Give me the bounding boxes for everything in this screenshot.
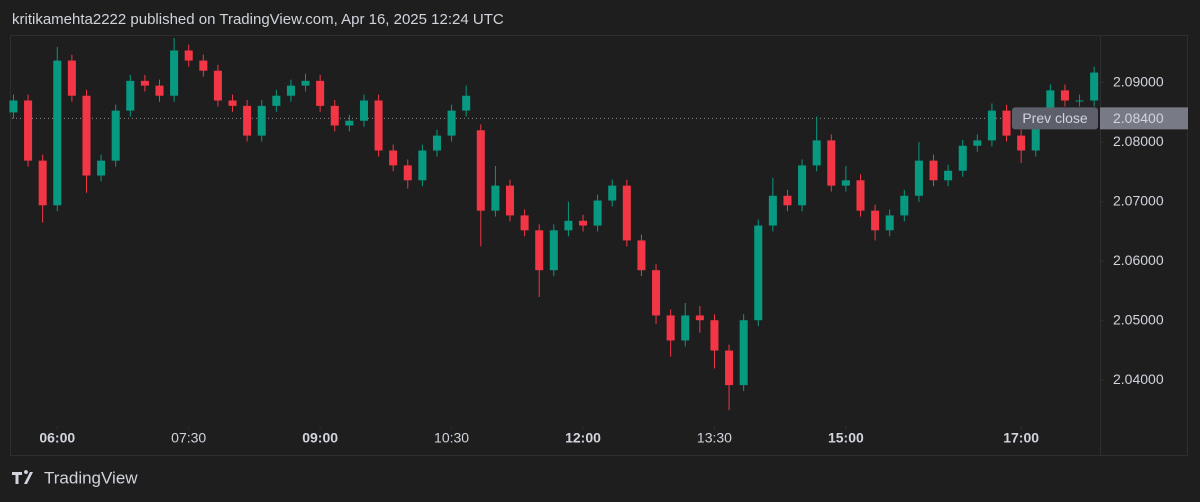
prev-close-badge — [1012, 107, 1098, 130]
candle-body — [622, 185, 631, 241]
x-tick-label: 12:00 — [565, 430, 601, 446]
candle-body — [184, 50, 193, 61]
candle-body — [67, 60, 76, 96]
candle-body — [272, 95, 281, 106]
candle-body — [155, 85, 164, 96]
candle-body — [885, 215, 894, 231]
candle-body — [520, 215, 529, 231]
candle-body — [564, 220, 573, 231]
candle-body — [316, 80, 325, 106]
header: kritikamehta2222 published on TradingVie… — [12, 11, 504, 28]
candle-body — [243, 105, 252, 136]
candle-body — [666, 315, 675, 341]
y-tick-label: 2.08000 — [1113, 133, 1164, 149]
logo: TradingView — [12, 468, 138, 487]
candle-body — [798, 165, 807, 206]
candle-body — [637, 240, 646, 271]
candle-body — [111, 110, 120, 161]
candle-body — [944, 170, 953, 181]
candle-body — [403, 165, 412, 181]
y-tick-label: 2.09000 — [1113, 73, 1164, 89]
candle-body — [1046, 90, 1055, 116]
y-tick-label: 2.05000 — [1113, 312, 1164, 328]
candle-body — [476, 130, 485, 211]
candle-body — [97, 160, 106, 176]
candle-body — [38, 160, 47, 206]
candle-body — [593, 200, 602, 226]
x-tick-label: 17:00 — [1003, 430, 1039, 446]
candle-body — [286, 85, 295, 96]
y-tick-label: 2.04000 — [1113, 371, 1164, 387]
candle-body — [257, 105, 266, 136]
candle-body — [374, 100, 383, 151]
candle-body — [140, 80, 149, 86]
candle-body — [1060, 90, 1069, 101]
prev-close-value-badge — [1100, 107, 1188, 130]
candle-body — [783, 195, 792, 206]
candle-body — [695, 315, 704, 321]
x-tick-label: 10:30 — [434, 430, 469, 446]
candle-body — [856, 180, 865, 211]
candle-body — [579, 220, 588, 226]
candle-body — [754, 225, 763, 321]
candle-body — [170, 50, 179, 96]
x-tick-label: 13:30 — [697, 430, 732, 446]
candle-body — [812, 140, 821, 166]
candle-body — [330, 105, 339, 126]
x-tick-label: 15:00 — [828, 430, 864, 446]
candle-body — [841, 180, 850, 186]
candle-body — [608, 185, 617, 201]
candle-body — [681, 315, 690, 341]
chart-frame — [10, 35, 1188, 456]
candle-body — [359, 100, 368, 121]
candle-body — [739, 320, 748, 386]
candle-body — [535, 230, 544, 271]
candle-body — [82, 95, 91, 176]
x-tick-label: 07:30 — [171, 430, 206, 446]
y-tick-label: 2.06000 — [1113, 252, 1164, 268]
candle-body — [491, 185, 500, 211]
candle-body — [871, 210, 880, 231]
candle-body — [914, 160, 923, 196]
candle-body — [389, 150, 398, 166]
candle-body — [1017, 135, 1026, 151]
candle-body — [24, 100, 33, 161]
candle-body — [1031, 115, 1040, 151]
prev-close-label: Prev close — [1022, 110, 1088, 126]
y-tick-label: 2.07000 — [1113, 192, 1164, 208]
candle-body — [505, 185, 515, 216]
candle-body — [652, 270, 661, 316]
candle-body — [228, 100, 237, 106]
candle-body — [549, 230, 558, 271]
candle-body — [53, 60, 62, 206]
candle-body — [827, 140, 836, 186]
candle-body — [958, 145, 967, 171]
candle-body — [710, 320, 719, 351]
candle-body — [973, 140, 982, 146]
candle-body — [432, 135, 441, 151]
candle-body — [301, 80, 310, 86]
candle-body — [462, 95, 471, 111]
candle-body — [987, 110, 996, 141]
candle-body — [929, 160, 938, 181]
candle-body — [900, 195, 909, 216]
candle-body — [725, 350, 734, 386]
prev-close-value: 2.08400 — [1113, 110, 1164, 126]
candle-body — [1090, 72, 1099, 101]
candle-body — [9, 100, 18, 113]
candle-body — [199, 60, 208, 71]
candle-body — [447, 110, 456, 136]
candle-body — [418, 150, 427, 181]
x-tick-label: 09:00 — [302, 430, 338, 446]
candle-body — [213, 70, 222, 101]
footer-brand: TradingView — [44, 468, 138, 487]
candle-body — [1002, 110, 1011, 136]
candle-body — [768, 195, 777, 226]
x-tick-label: 06:00 — [39, 430, 75, 446]
candle-body — [1075, 100, 1084, 102]
candle-body — [126, 80, 135, 111]
candle-body — [345, 120, 354, 126]
